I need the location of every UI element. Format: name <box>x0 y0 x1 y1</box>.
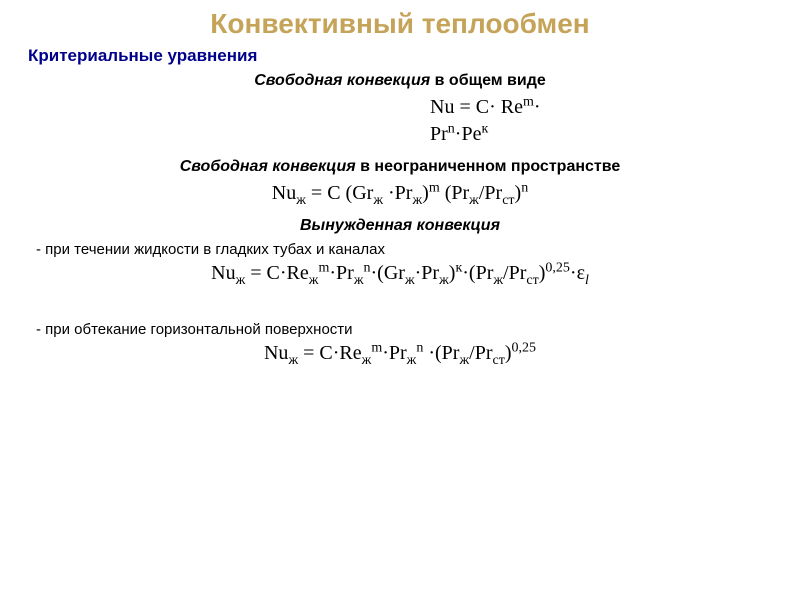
c2-p1: m <box>371 340 382 355</box>
c2-1: Nu <box>264 342 288 364</box>
c1-s6: ж <box>493 273 503 288</box>
c2-p3: 0,25 <box>512 340 537 355</box>
c1-s8: l <box>585 273 589 288</box>
c1-1: Nu <box>211 262 235 284</box>
c1-3: ·Pr <box>329 262 353 284</box>
c1-5: ·Pr <box>415 262 439 284</box>
f1-l2m: ·Pe <box>455 123 482 145</box>
c2-s1: ж <box>288 353 298 368</box>
c2-3: ·Pr <box>382 342 406 364</box>
f2-3: ·Pr <box>383 182 412 204</box>
f2-4: ) <box>422 182 429 204</box>
f2-1: Nu <box>272 182 296 204</box>
block1-heading: Свободная конвекция в общем виде <box>0 72 800 90</box>
block3-case1-note: - при течении жидкости в гладких тубах и… <box>36 241 800 258</box>
f1-sup2: n <box>448 121 455 136</box>
c2-4: ·(Pr <box>423 342 459 364</box>
c1-4: ·(Gr <box>371 262 405 284</box>
c1-s4: ж <box>405 273 415 288</box>
c1-s7: ст <box>526 273 538 288</box>
c2-s2: ж <box>362 353 372 368</box>
f1-sup3: к <box>481 121 488 136</box>
c1-s2: ж <box>309 273 319 288</box>
c2-s3: ж <box>407 353 417 368</box>
c1-s5: ж <box>439 273 449 288</box>
f1-l1t: · <box>534 96 541 118</box>
c1-7: ·(Pr <box>462 262 493 284</box>
block1-heading-italic: Свободная конвекция <box>254 72 430 89</box>
f2-p2: n <box>521 180 528 195</box>
block2-heading: Свободная конвекция в неограниченном про… <box>0 158 800 176</box>
c1-p4: 0,25 <box>545 260 570 275</box>
block3-case2-note: - при обтекание горизонтальной поверхнос… <box>36 321 800 338</box>
f2-s5: ст <box>502 193 514 208</box>
f1-l1: Nu = C· Re <box>430 96 523 118</box>
c1-10: ·ε <box>570 262 585 284</box>
f2-5: (Pr <box>440 182 469 204</box>
c2-2: = C·Re <box>298 342 362 364</box>
c1-p2: n <box>364 260 371 275</box>
f2-2: = C (Gr <box>306 182 373 204</box>
section-header: Критериальные уравнения <box>28 46 800 66</box>
c1-2: = C·Re <box>245 262 309 284</box>
f1-sup1: m <box>523 94 534 109</box>
c2-s4: ж <box>459 353 469 368</box>
f2-s4: ж <box>469 193 479 208</box>
c2-6: ) <box>505 342 512 364</box>
c1-p1: m <box>318 260 329 275</box>
block2-heading-suffix: в неограниченном пространстве <box>356 158 621 175</box>
block1-formula: Nu = C· Rem· Prn·Peк <box>0 94 800 148</box>
f2-p1: m <box>429 180 440 195</box>
f1-l2: Pr <box>430 123 448 145</box>
block3-case1-formula: Nuж = C·Reжm·Prжn·(Grж·Prж)к·(Prж/Prст)0… <box>0 260 800 287</box>
block1-heading-suffix: в общем виде <box>430 72 546 89</box>
f2-s1: ж <box>296 193 306 208</box>
f2-s3: ж <box>412 193 422 208</box>
c1-s1: ж <box>236 273 246 288</box>
block2-heading-italic: Свободная конвекция <box>180 158 356 175</box>
f2-s2: ж <box>373 193 383 208</box>
c2-5: /Pr <box>469 342 492 364</box>
block2-formula: Nuж = C (Grж ·Prж)m (Prж/Prст)n <box>0 180 800 207</box>
page-title: Конвективный теплообмен <box>0 8 800 40</box>
c1-s3: ж <box>354 273 364 288</box>
f2-6: /Pr <box>479 182 502 204</box>
block3-heading: Вынужденная конвекция <box>0 217 800 235</box>
c1-8: /Pr <box>503 262 526 284</box>
block3-case2-formula: Nuж = C·Reжm·Prжn ·(Prж/Prст)0,25 <box>0 340 800 367</box>
c2-s5: ст <box>492 353 504 368</box>
